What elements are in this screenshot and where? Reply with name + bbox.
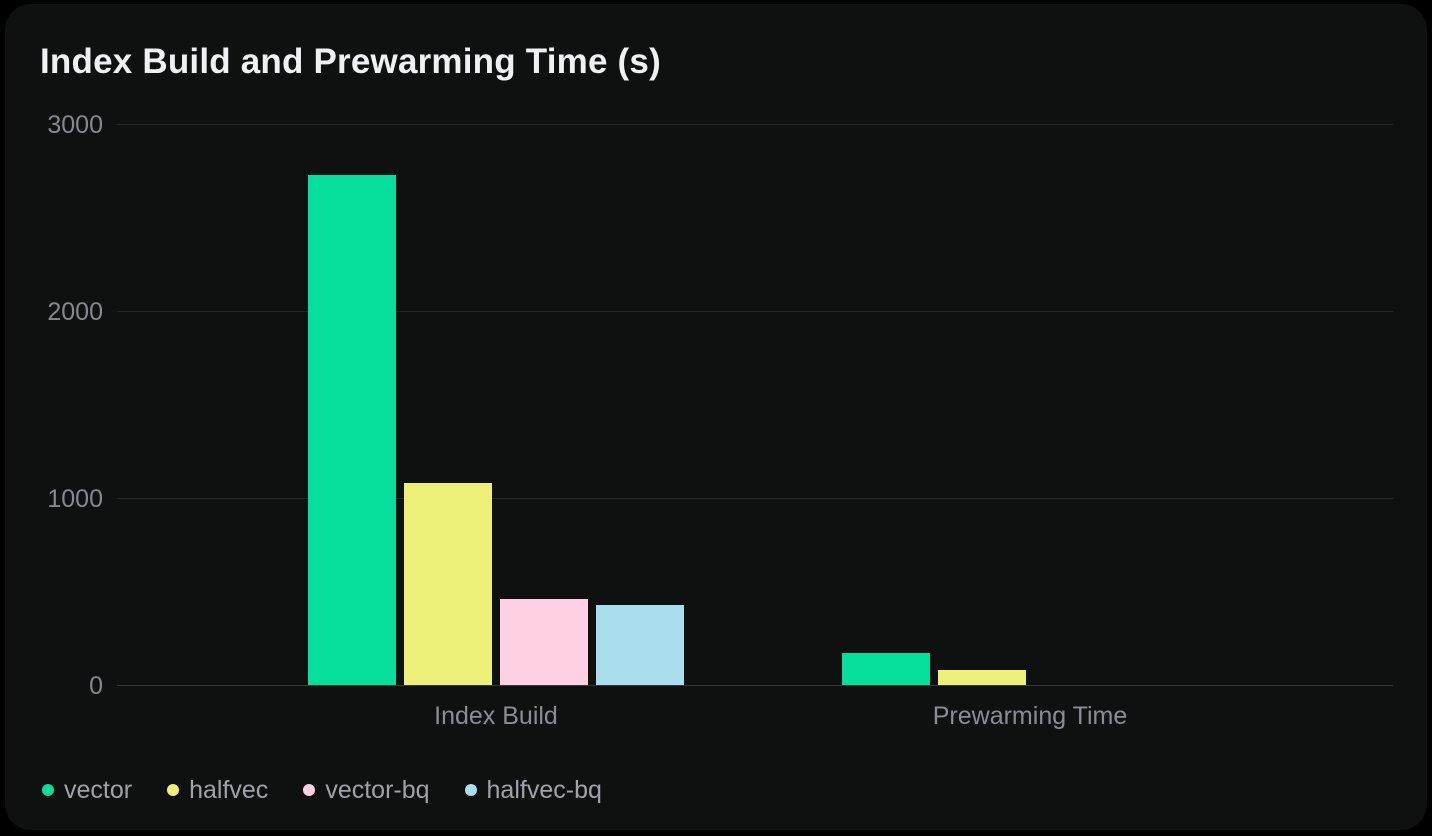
legend-item-vector-bq[interactable]: vector-bq (303, 775, 430, 805)
legend-dot-halfvec (167, 784, 180, 796)
y-tick-label-3000: 3000 (47, 111, 103, 139)
legend-label-halfvec-bq: halfvec-bq (486, 775, 602, 804)
legend-dot-vector (42, 784, 54, 796)
bar-vector-bq-index-build (500, 598, 588, 685)
x-label-index-build: Index Build (434, 702, 558, 730)
legend-label-vector: vector (64, 775, 133, 804)
bar-vector-index-build (308, 174, 396, 685)
legend: vector halfvec vector-bq halfvec-bq (42, 774, 637, 806)
y-tick-label-1000: 1000 (47, 485, 103, 513)
legend-item-vector[interactable]: vector (42, 776, 132, 805)
gridline-2000 (117, 311, 1393, 312)
y-tick-label-0: 0 (89, 672, 103, 700)
x-label-prewarming-time: Prewarming Time (932, 702, 1128, 730)
gridline-1000 (117, 498, 1393, 499)
bar-group-prewarming-time (842, 653, 1218, 685)
chart-card (5, 4, 1427, 830)
legend-label-vector-bq: vector-bq (325, 775, 430, 804)
legend-label-halfvec: halfvec (189, 775, 269, 804)
legend-dot-halfvec-bq (464, 784, 477, 796)
gridline-3000 (117, 124, 1393, 125)
chart-title: Index Build and Prewarming Time (s) (40, 42, 661, 81)
y-tick-label-2000: 2000 (47, 298, 103, 326)
bar-halfvec-index-build (404, 483, 492, 685)
bar-vector-prewarming-time (842, 653, 930, 685)
plot-area (117, 124, 1393, 686)
bar-halfvec-prewarming-time (938, 670, 1026, 685)
bar-halfvec-bq-index-build (596, 604, 684, 685)
legend-item-halfvec-bq[interactable]: halfvec-bq (464, 775, 602, 805)
legend-item-halfvec[interactable]: halfvec (167, 776, 268, 805)
bar-group-index-build (308, 174, 684, 685)
legend-dot-vector-bq (303, 784, 316, 796)
gridline-0 (117, 685, 1393, 686)
